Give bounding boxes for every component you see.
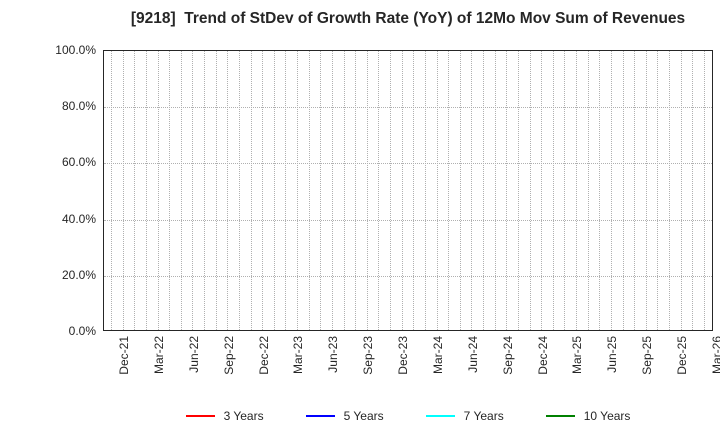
x-tick-label: Dec-25 bbox=[675, 336, 690, 375]
gridline-vertical bbox=[355, 51, 357, 330]
y-tick-label: 0.0% bbox=[68, 324, 96, 338]
y-tick-label: 40.0% bbox=[61, 211, 96, 226]
x-tick-label: Sep-22 bbox=[221, 336, 236, 375]
legend-item: 5 Years bbox=[305, 409, 384, 423]
gridline-horizontal bbox=[104, 219, 712, 221]
gridline-vertical bbox=[238, 51, 240, 330]
gridline-vertical bbox=[436, 51, 438, 330]
x-tick-label: Jun-24 bbox=[465, 336, 480, 373]
gridline-vertical bbox=[680, 51, 682, 330]
gridline-vertical bbox=[669, 51, 671, 330]
gridline-vertical bbox=[529, 51, 531, 330]
legend-item: 10 Years bbox=[545, 409, 631, 423]
gridline-horizontal bbox=[104, 275, 712, 277]
gridline-vertical bbox=[227, 51, 229, 330]
gridline-vertical bbox=[564, 51, 566, 330]
x-tick-label: Dec-22 bbox=[256, 336, 271, 375]
gridline-vertical bbox=[704, 51, 705, 330]
x-tick-label: Mar-22 bbox=[151, 336, 166, 375]
gridline-vertical bbox=[645, 51, 647, 330]
gridline-vertical bbox=[610, 51, 612, 330]
gridline-vertical bbox=[390, 51, 392, 330]
x-tick-label: Dec-23 bbox=[396, 336, 411, 375]
legend-line-icon bbox=[305, 414, 335, 418]
gridline-vertical bbox=[552, 51, 554, 330]
legend: 3 Years 5 Years 7 Years 10 Years bbox=[103, 406, 713, 426]
x-tick-label: Sep-23 bbox=[361, 336, 376, 375]
gridline-horizontal bbox=[104, 107, 712, 109]
gridline-vertical bbox=[285, 51, 287, 330]
gridline-vertical bbox=[378, 51, 380, 330]
legend-line-icon bbox=[425, 414, 455, 418]
x-tick-label: Mar-26 bbox=[710, 336, 720, 375]
x-tick-label: Jun-22 bbox=[186, 336, 201, 373]
x-tick-label: Jun-23 bbox=[326, 336, 341, 373]
gridline-vertical bbox=[366, 51, 368, 330]
gridline-vertical bbox=[424, 51, 426, 330]
x-tick-label: Sep-25 bbox=[640, 336, 655, 375]
gridline-vertical bbox=[331, 51, 333, 330]
x-tick-label: Mar-23 bbox=[291, 336, 306, 375]
gridline-vertical bbox=[483, 51, 485, 330]
gridline-vertical bbox=[192, 51, 194, 330]
gridline-horizontal bbox=[104, 163, 712, 165]
gridline-vertical bbox=[517, 51, 519, 330]
gridline-vertical bbox=[273, 51, 275, 330]
gridline-vertical bbox=[215, 51, 217, 330]
legend-item: 3 Years bbox=[185, 409, 264, 423]
legend-line-icon bbox=[545, 414, 575, 418]
gridline-vertical bbox=[169, 51, 171, 330]
legend-line-icon bbox=[185, 414, 215, 418]
legend-label: 7 Years bbox=[463, 409, 504, 423]
gridline-vertical bbox=[448, 51, 450, 330]
gridline-vertical bbox=[541, 51, 543, 330]
gridline-vertical bbox=[459, 51, 461, 330]
x-tick-label: Jun-25 bbox=[605, 336, 620, 373]
y-tick-label: 100.0% bbox=[55, 43, 96, 57]
gridline-vertical bbox=[134, 51, 136, 330]
gridline-vertical bbox=[111, 51, 112, 330]
gridline-vertical bbox=[250, 51, 252, 330]
gridline-vertical bbox=[343, 51, 345, 330]
y-tick-label: 80.0% bbox=[61, 99, 96, 114]
gridline-vertical bbox=[180, 51, 182, 330]
gridline-vertical bbox=[320, 51, 322, 330]
plot-area bbox=[103, 50, 713, 331]
y-tick-label: 60.0% bbox=[61, 155, 96, 170]
gridline-vertical bbox=[262, 51, 264, 330]
gridline-vertical bbox=[204, 51, 206, 330]
y-tick-label: 20.0% bbox=[61, 267, 96, 282]
chart-title: [9218] Trend of StDev of Growth Rate (Yo… bbox=[130, 10, 686, 27]
gridline-vertical bbox=[157, 51, 159, 330]
gridline-vertical bbox=[494, 51, 496, 330]
gridline-vertical bbox=[587, 51, 589, 330]
legend-label: 10 Years bbox=[583, 409, 631, 423]
gridline-vertical bbox=[122, 51, 124, 330]
gridline-vertical bbox=[145, 51, 147, 330]
x-tick-label: Dec-24 bbox=[535, 336, 550, 375]
legend-label: 5 Years bbox=[343, 409, 384, 423]
x-tick-label: Sep-24 bbox=[500, 336, 515, 375]
gridline-vertical bbox=[401, 51, 403, 330]
gridline-vertical bbox=[599, 51, 601, 330]
gridline-vertical bbox=[506, 51, 508, 330]
gridline-vertical bbox=[622, 51, 624, 330]
x-tick-label: Mar-25 bbox=[570, 336, 585, 375]
legend-item: 7 Years bbox=[425, 409, 504, 423]
gridline-vertical bbox=[471, 51, 473, 330]
gridline-vertical bbox=[657, 51, 659, 330]
gridline-vertical bbox=[634, 51, 636, 330]
gridline-vertical bbox=[576, 51, 578, 330]
x-tick-label: Mar-24 bbox=[430, 336, 445, 375]
gridline-vertical bbox=[308, 51, 310, 330]
gridline-vertical bbox=[297, 51, 299, 330]
gridline-vertical bbox=[413, 51, 415, 330]
legend-label: 3 Years bbox=[223, 409, 264, 423]
gridline-vertical bbox=[692, 51, 694, 330]
x-tick-label: Dec-21 bbox=[117, 336, 131, 375]
